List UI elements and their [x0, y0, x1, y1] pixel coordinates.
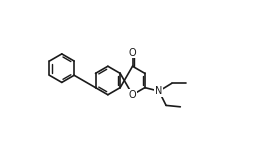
Text: N: N — [155, 86, 163, 96]
Text: O: O — [129, 90, 136, 100]
Text: O: O — [129, 48, 136, 58]
